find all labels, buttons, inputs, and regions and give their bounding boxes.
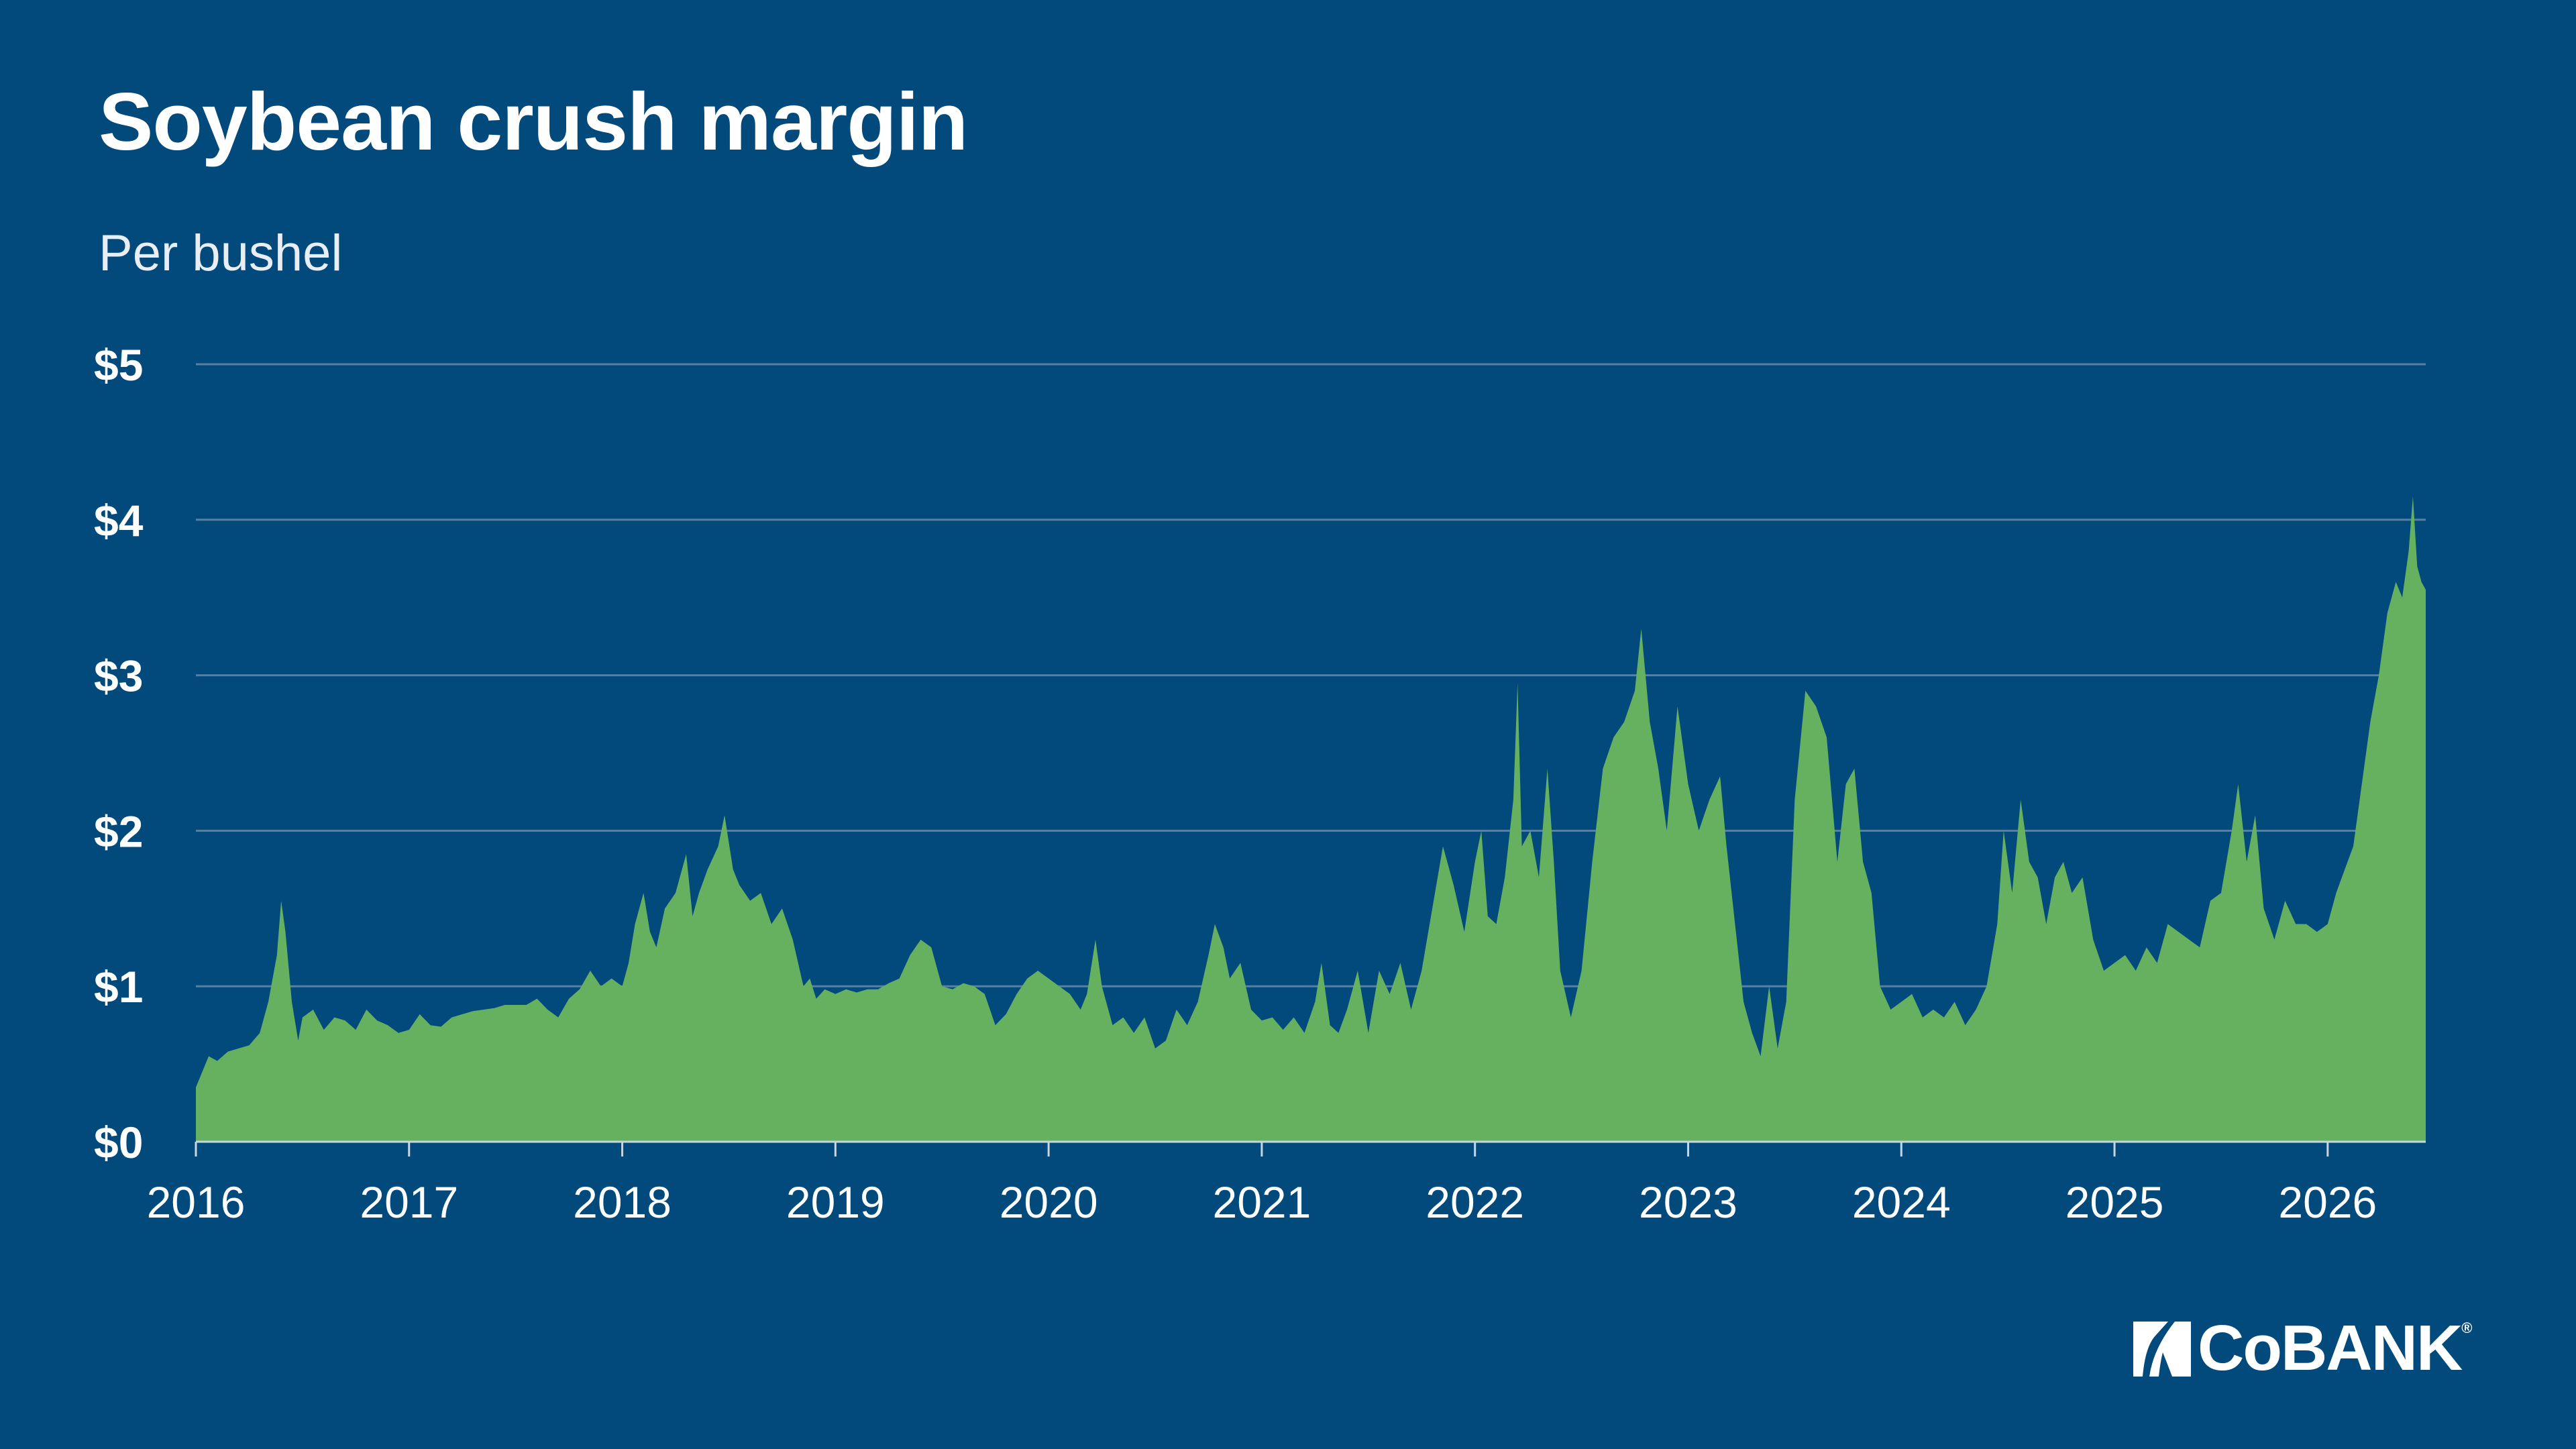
x-tick-label: 2018 bbox=[573, 1177, 672, 1227]
x-tick-label: 2024 bbox=[1852, 1177, 1951, 1227]
x-tick-label: 2022 bbox=[1426, 1177, 1524, 1227]
x-tick-label: 2020 bbox=[1000, 1177, 1098, 1227]
y-tick-label: $3 bbox=[94, 651, 143, 701]
y-tick-label: $1 bbox=[94, 962, 143, 1012]
x-tick-label: 2019 bbox=[786, 1177, 885, 1227]
registered-mark: ® bbox=[2461, 1320, 2473, 1336]
cobank-logo-icon bbox=[2133, 1322, 2191, 1377]
axis-layer: $0 $1 $2 $3 $4 $5 2016 2017 2018 2019 2020 2021 2022… bbox=[94, 340, 2426, 1227]
y-tick-label: $4 bbox=[94, 496, 144, 545]
brand-name: CoBANK bbox=[2198, 1312, 2463, 1384]
x-tick-label: 2021 bbox=[1212, 1177, 1311, 1227]
chart-subtitle: Per bushel bbox=[99, 225, 343, 282]
area-layer bbox=[196, 496, 2426, 1142]
x-tick-label: 2023 bbox=[1639, 1177, 1737, 1227]
x-tick-label: 2025 bbox=[2065, 1177, 2164, 1227]
y-tick-label: $2 bbox=[94, 806, 143, 856]
x-tick-label: 2026 bbox=[2278, 1177, 2377, 1227]
y-tick-label: $5 bbox=[94, 340, 143, 390]
x-tick-label: 2016 bbox=[147, 1177, 246, 1227]
grid-layer bbox=[196, 363, 2426, 987]
chart-title: Soybean crush margin bbox=[99, 76, 968, 167]
crush-margin-area bbox=[196, 496, 2426, 1142]
cobank-logo-text: CoBANK® bbox=[2198, 1315, 2473, 1382]
x-tick-label: 2017 bbox=[360, 1177, 458, 1227]
y-tick-label: $0 bbox=[94, 1118, 143, 1167]
cobank-logo: CoBANK® bbox=[2133, 1315, 2482, 1382]
